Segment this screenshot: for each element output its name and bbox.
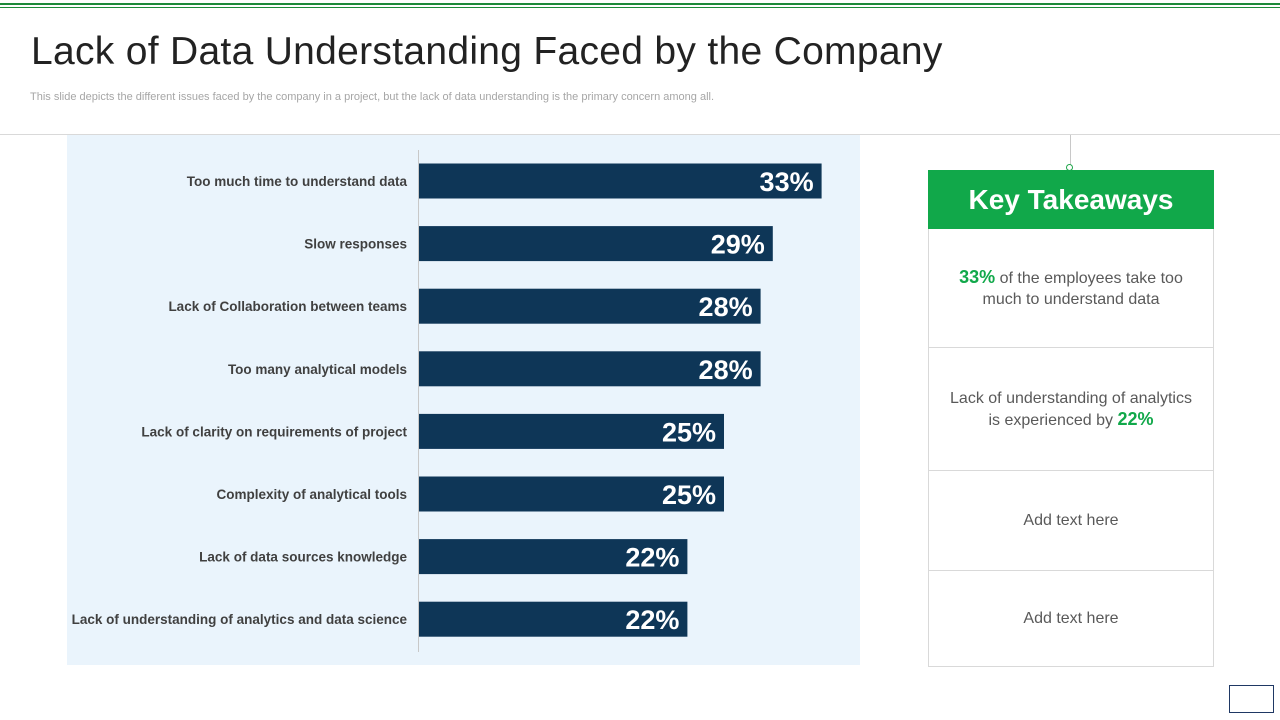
bar	[419, 226, 773, 262]
takeaway-2-highlight: 22%	[1117, 408, 1154, 429]
category-label: Lack of understanding of analytics and d…	[72, 612, 408, 627]
takeaway-1-text: of the employees take too much to unders…	[982, 269, 1183, 308]
bar-value-label: 28%	[699, 355, 753, 385]
takeaway-3-text: Add text here	[1023, 512, 1119, 529]
takeaway-4-text: Add text here	[1023, 610, 1119, 627]
takeaways-connector	[1070, 135, 1071, 165]
bar-value-label: 29%	[711, 230, 765, 260]
page-title: Lack of Data Understanding Faced by the …	[31, 30, 943, 73]
bar	[419, 288, 761, 324]
takeaway-item-2: Lack of understanding of analytics is ex…	[929, 348, 1213, 470]
category-label: Too much time to understand data	[187, 174, 408, 189]
bar-value-label: 33%	[760, 167, 814, 197]
bar-value-label: 25%	[662, 480, 716, 510]
key-takeaways-panel: Key Takeaways 33% of the employees take …	[928, 170, 1214, 667]
takeaway-item-1: 33% of the employees take too much to un…	[929, 229, 1213, 347]
category-label: Complexity of analytical tools	[216, 487, 407, 502]
slide-number-box	[1229, 685, 1274, 713]
header-divider	[0, 134, 1280, 135]
page-subtitle: This slide depicts the different issues …	[30, 91, 715, 103]
takeaway-2-text: Lack of understanding of analytics is ex…	[950, 389, 1192, 429]
category-label: Lack of data sources knowledge	[199, 550, 407, 565]
bar-value-label: 28%	[699, 292, 753, 322]
takeaways-header: Key Takeaways	[928, 170, 1214, 229]
bar-value-label: 22%	[625, 605, 679, 635]
top-rule	[0, 3, 1280, 5]
bar-value-label: 22%	[625, 543, 679, 573]
category-label: Slow responses	[304, 237, 407, 252]
bar	[419, 601, 688, 637]
takeaway-item-3: Add text here	[929, 471, 1213, 570]
takeaway-divider	[929, 470, 1213, 471]
bar	[419, 163, 822, 199]
bars-group: 33% Too much time to understand data 29% Sl…	[72, 163, 822, 637]
chart-panel	[67, 135, 860, 665]
bar	[419, 413, 724, 449]
bar	[419, 539, 688, 575]
takeaway-divider	[929, 570, 1213, 571]
top-rule-thin	[0, 7, 1280, 8]
category-label: Too many analytical models	[228, 362, 407, 377]
bar	[419, 476, 724, 512]
takeaway-item-4: Add text here	[929, 571, 1213, 666]
takeaway-1-highlight: 33%	[959, 266, 996, 287]
category-label: Lack of clarity on requirements of proje…	[141, 424, 407, 439]
bar	[419, 351, 761, 387]
category-label: Lack of Collaboration between teams	[168, 299, 407, 314]
bar-value-label: 25%	[662, 417, 716, 447]
takeaway-divider	[929, 347, 1213, 348]
